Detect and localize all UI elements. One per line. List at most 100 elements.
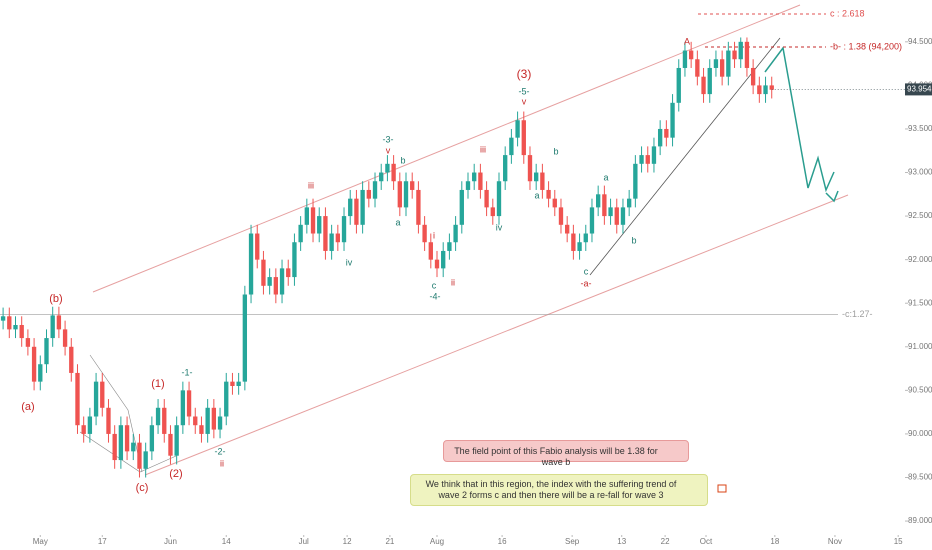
candle-body	[7, 316, 12, 330]
candle-body	[515, 120, 520, 138]
wave-label: -3-	[383, 134, 394, 144]
y-tick-label: 92.500	[908, 211, 932, 220]
candle-body	[633, 163, 638, 199]
y-tick-label: 93.000	[908, 168, 932, 177]
projection-path	[764, 46, 835, 193]
wave-label: (1)	[151, 378, 164, 390]
candle-body	[155, 407, 161, 426]
x-tick-label: 22	[661, 537, 670, 546]
y-tick-label: 93.500	[908, 124, 932, 133]
candle-body	[174, 425, 179, 456]
candle-body	[69, 346, 74, 373]
candle-body	[186, 390, 192, 417]
y-tick-label: 92.000	[908, 255, 932, 264]
candle-body	[571, 233, 576, 251]
y-tick-label: 90.000	[908, 429, 932, 438]
candle-body	[93, 381, 99, 417]
candle-body	[372, 181, 378, 199]
candle-body	[193, 416, 198, 426]
candle-body	[769, 85, 774, 90]
candle-body	[180, 390, 186, 426]
candle-body	[713, 59, 719, 68]
x-tick-label: 14	[222, 537, 231, 546]
wave-label: iii	[480, 144, 486, 154]
candle-body	[639, 155, 644, 164]
candle-body	[255, 233, 260, 260]
candle-body	[688, 50, 694, 60]
candle-body	[143, 451, 148, 469]
candle-body	[726, 50, 731, 77]
y-tick-label: 94.500	[908, 37, 932, 46]
candle-body	[100, 381, 105, 408]
candle-body	[614, 207, 619, 225]
candle-body	[286, 268, 291, 278]
wave-label: iv	[496, 222, 503, 232]
candle-body	[763, 85, 768, 95]
candle-body	[310, 207, 316, 234]
y-tick-label: 91.500	[908, 298, 932, 307]
y-tick-label: 90.500	[908, 385, 932, 394]
candle-body	[670, 102, 675, 138]
price-level-label: -c:1.27-	[842, 309, 873, 319]
wave-label: (b)	[49, 293, 62, 305]
candle-body	[19, 325, 24, 339]
price-level-label: -b- : 1.38 (94,200)	[830, 41, 902, 51]
x-tick-label: 15	[894, 537, 903, 546]
candle-body	[168, 433, 173, 456]
candle-body	[242, 294, 248, 382]
candle-body	[44, 338, 49, 365]
candle-body	[366, 189, 371, 199]
candle-body	[124, 425, 130, 452]
candle-body	[38, 364, 43, 382]
candle-body	[757, 85, 762, 95]
candle-body	[602, 194, 607, 217]
wave-line	[79, 431, 177, 473]
candle-body	[106, 407, 111, 434]
candle-body	[385, 163, 390, 173]
candle-body	[657, 128, 663, 147]
candle-body	[546, 189, 551, 199]
candle-body	[199, 425, 204, 434]
candle-body	[137, 442, 142, 469]
chart-icon	[717, 484, 727, 493]
candle-body	[608, 207, 613, 217]
candle-body	[552, 198, 557, 208]
x-tick-label: 13	[617, 537, 626, 546]
note: The field point of this Fabio analysis w…	[443, 440, 689, 467]
candle-body	[56, 315, 62, 330]
candle-body	[62, 329, 68, 347]
candle-body	[707, 67, 712, 95]
candle-body	[744, 41, 750, 68]
candle-body	[664, 128, 669, 138]
candle-body	[379, 172, 384, 182]
candle-body	[329, 233, 334, 251]
candle-body	[341, 216, 347, 243]
x-tick-label: Nov	[828, 537, 842, 546]
candle-body	[323, 216, 328, 251]
x-tick-label: Aug	[430, 537, 444, 546]
candle-body	[434, 259, 440, 269]
wave-label: -1-	[182, 367, 193, 377]
candle-body	[230, 381, 235, 387]
candle-body	[738, 41, 743, 60]
candle-body	[626, 198, 632, 208]
candle-body	[490, 207, 495, 217]
last-price-box	[905, 83, 932, 96]
candle-body	[453, 224, 458, 243]
candle-body	[391, 163, 396, 182]
wave-label: v	[522, 96, 527, 106]
x-tick-label: Sep	[565, 537, 580, 546]
wave-label: a	[534, 190, 539, 200]
candle-body	[31, 346, 37, 382]
x-tick-label: Oct	[700, 537, 713, 546]
x-tick-label: 16	[498, 537, 507, 546]
candle-body	[403, 181, 409, 208]
candle-body	[676, 67, 681, 103]
candle-body	[261, 259, 266, 286]
candle-body	[620, 207, 626, 225]
candle-body	[645, 155, 650, 164]
candle-body	[496, 181, 502, 217]
candle-body	[503, 155, 508, 182]
x-tick-label: 12	[343, 537, 352, 546]
